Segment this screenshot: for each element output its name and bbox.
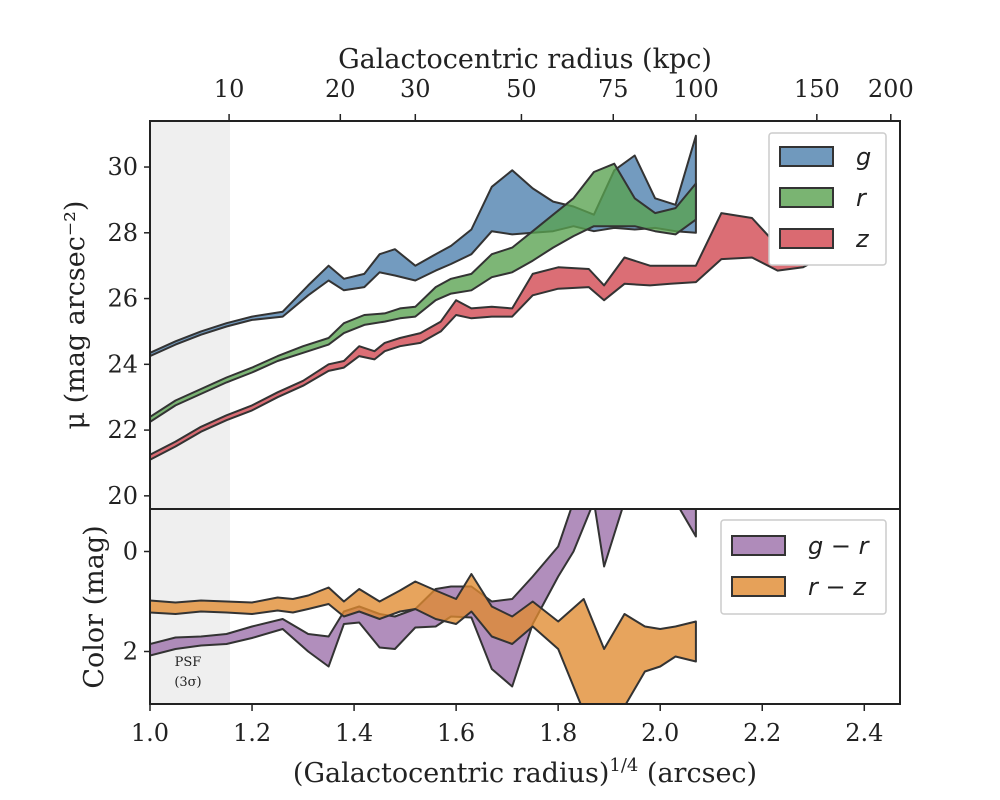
bottom-axis-title: (Galactocentric radius)1/4 (arcsec) <box>293 755 757 789</box>
band-r <box>150 162 697 423</box>
y-tick-label: 2 <box>123 638 138 666</box>
arcsec-x-axis: 1.0 1.2 1.4 1.6 1.8 2.0 2.2 2.4 <box>131 704 883 747</box>
kpc-tick-label: 10 <box>214 75 245 103</box>
legend-label-z: z <box>855 225 870 253</box>
y-tick-label: 30 <box>107 153 138 181</box>
x-tick-label: 1.2 <box>233 719 271 747</box>
x-tick-label: 2.4 <box>845 719 883 747</box>
legend-swatch-r <box>779 187 834 208</box>
x-tick-label: 1.4 <box>335 719 373 747</box>
surface-brightness-y-axis-title: μ (mag arcsec⁻²) <box>60 201 91 430</box>
psf-region-top <box>150 121 230 509</box>
y-tick-label: 20 <box>107 482 138 510</box>
y-tick-label: 0 <box>123 538 138 566</box>
legend-label-r-z: r − z <box>808 573 867 601</box>
bottom-panel-frame <box>149 508 901 705</box>
kpc-tick-label: 50 <box>506 75 537 103</box>
x-tick-label: 2.2 <box>743 719 781 747</box>
surface-brightness-panel: 20 22 24 26 28 30 10 20 30 50 75 100 150 200 Galacto… <box>60 44 914 510</box>
kpc-tick-label: 200 <box>868 75 914 103</box>
psf-label-line1: PSF <box>175 655 202 670</box>
kpc-tick-label: 100 <box>673 75 719 103</box>
band-g <box>150 134 697 358</box>
surface-brightness-legend: grz <box>768 132 887 266</box>
legend-swatch-r-z <box>731 576 786 597</box>
y-tick-label: 22 <box>107 416 138 444</box>
legend-label-g-r: g − r <box>808 532 871 560</box>
kpc-top-axis: 10 20 30 50 75 100 150 200 <box>214 75 914 121</box>
kpc-tick-label: 20 <box>325 75 356 103</box>
kpc-tick-label: 30 <box>400 75 431 103</box>
color-legend: g − r r − z <box>720 519 887 615</box>
kpc-tick-label: 150 <box>794 75 840 103</box>
y-tick-label: 24 <box>107 350 138 378</box>
kpc-tick-label: 75 <box>598 75 629 103</box>
top-axis-title: Galactocentric radius (kpc) <box>338 44 712 75</box>
legend-label-g: g <box>856 143 871 171</box>
color-bands <box>150 509 697 704</box>
legend-swatch-g-r <box>731 535 786 556</box>
legend-swatch-z <box>779 228 834 249</box>
legend-swatch-g <box>779 146 834 167</box>
color-y-axis-title: Color (mag) <box>79 525 110 688</box>
legend-label-r: r <box>856 184 868 212</box>
x-tick-label: 1.6 <box>437 719 475 747</box>
color-panel: 02 1.0 1.2 1.4 1.6 1.8 2.0 2.2 2.4 PSF (3σ) Col… <box>79 508 901 789</box>
y-tick-label: 28 <box>107 219 138 247</box>
color-y-axis: 02 <box>123 538 150 666</box>
x-tick-label: 1.0 <box>131 719 169 747</box>
psf-label-line2: (3σ) <box>174 675 201 690</box>
x-tick-label: 2.0 <box>641 719 679 747</box>
y-tick-label: 26 <box>107 285 138 313</box>
band-r-z <box>150 573 697 704</box>
x-tick-label: 1.8 <box>539 719 577 747</box>
